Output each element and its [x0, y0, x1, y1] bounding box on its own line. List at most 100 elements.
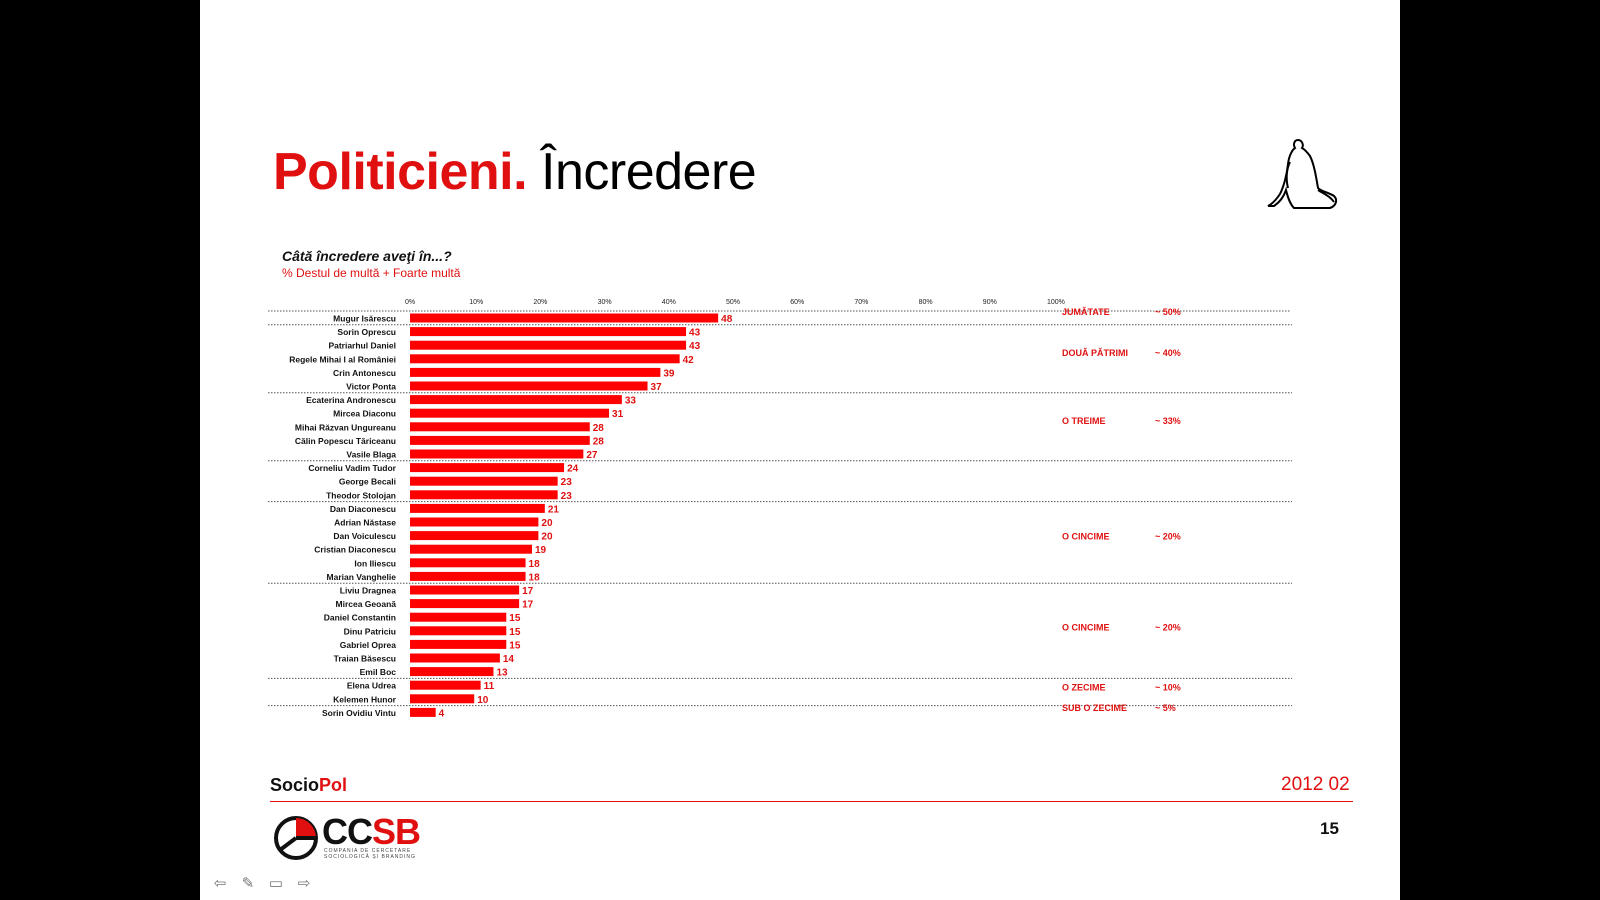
- category-label: Victor Ponta: [346, 382, 396, 392]
- value-label: 37: [651, 382, 663, 393]
- category-label: Emil Boc: [360, 667, 397, 677]
- group-annotation-label: DOUĂ PĂTRIMI: [1062, 348, 1128, 358]
- category-label: Corneliu Vadim Tudor: [308, 463, 396, 473]
- slide-nav-toolbar: ⇦ ✎ ▭ ⇨: [210, 874, 314, 892]
- bar: [410, 517, 539, 527]
- bar: [410, 408, 610, 418]
- value-label: 15: [509, 640, 521, 651]
- category-label: Marian Vanghelie: [327, 572, 397, 582]
- value-label: 18: [529, 559, 541, 570]
- category-label: Dan Diaconescu: [330, 504, 396, 514]
- ccsb-logo: CCSB COMPANIA DE CERCETARE SOCIOLOGICĂ Ş…: [272, 812, 432, 864]
- bar: [410, 612, 507, 622]
- group-annotation-label: JUMĂTATE: [1062, 307, 1110, 317]
- title-rest: Încredere: [527, 143, 757, 201]
- value-label: 31: [612, 409, 624, 420]
- chart-subtitle: % Destul de multă + Foarte multă: [282, 266, 461, 280]
- bar: [410, 463, 565, 473]
- category-label: Traian Băsescu: [334, 654, 396, 664]
- category-label: Crin Antonescu: [333, 368, 396, 378]
- value-label: 27: [586, 450, 598, 461]
- x-tick-label: 70%: [854, 299, 868, 306]
- group-annotation-approx: ~ 20%: [1155, 623, 1181, 633]
- category-label: Liviu Dragnea: [340, 586, 396, 596]
- value-label: 19: [535, 545, 547, 556]
- x-tick-label: 20%: [533, 299, 547, 306]
- group-annotation-approx: ~ 10%: [1155, 682, 1181, 692]
- value-label: 43: [689, 341, 701, 352]
- footer-divider: [270, 801, 1353, 802]
- slides-icon[interactable]: ▭: [268, 875, 284, 892]
- value-label: 24: [567, 464, 579, 475]
- logo-wordmark: CCSB: [322, 814, 421, 850]
- category-label: Gabriel Oprea: [340, 640, 396, 650]
- chart-question: Câtă încredere aveţi în...?: [282, 248, 452, 264]
- bar: [410, 354, 680, 364]
- bar: [410, 476, 558, 486]
- group-annotation-label: O CINCIME: [1062, 531, 1110, 541]
- category-label: Călin Popescu Tăriceanu: [295, 436, 396, 446]
- x-tick-label: 80%: [919, 299, 933, 306]
- pen-icon[interactable]: ✎: [241, 875, 255, 892]
- bar: [410, 395, 622, 405]
- value-label: 42: [683, 355, 695, 366]
- group-annotation-label: O TREIME: [1062, 416, 1106, 426]
- value-label: 15: [509, 613, 521, 624]
- group-annotation-label: O CINCIME: [1062, 623, 1110, 633]
- brand-part-b: Pol: [319, 775, 348, 795]
- category-label: Mircea Geoană: [336, 599, 397, 609]
- value-label: 15: [509, 627, 521, 638]
- category-label: Mugur Isărescu: [333, 314, 396, 324]
- category-label: Ion Iliescu: [354, 558, 396, 568]
- category-label: Mihai Răzvan Ungureanu: [295, 422, 396, 432]
- bar: [410, 667, 494, 677]
- bar: [410, 680, 481, 690]
- value-label: 20: [541, 518, 553, 529]
- value-label: 14: [503, 654, 515, 665]
- arrow-right-icon[interactable]: ⇨: [297, 875, 311, 892]
- bar: [410, 531, 539, 541]
- bar: [410, 626, 507, 636]
- ccsb-pie-logo-icon: [274, 816, 318, 860]
- page-title: Politicieni. Încredere: [273, 142, 757, 202]
- category-label: Regele Mihai I al României: [289, 354, 396, 364]
- trust-bar-chart: 0% 10% 20% 30% 40% 50% 60% 70% 80% 90% 100% Mugur I…: [268, 299, 1292, 719]
- logo-subtitle: COMPANIA DE CERCETARE SOCIOLOGICĂ ŞI BRA…: [324, 848, 416, 860]
- bar: [410, 422, 590, 432]
- bar: [410, 367, 661, 377]
- category-label: Theodor Stolojan: [326, 490, 396, 500]
- value-label: 10: [477, 695, 489, 706]
- value-label: 28: [593, 436, 605, 447]
- title-bold: Politicieni.: [273, 143, 528, 201]
- category-label: George Becali: [339, 477, 396, 487]
- category-label: Dan Voiculescu: [333, 531, 396, 541]
- bar: [410, 544, 532, 554]
- group-annotation-approx: ~ 50%: [1155, 307, 1181, 317]
- category-label: Daniel Constantin: [324, 613, 396, 623]
- bar: [410, 599, 520, 609]
- group-annotation-approx: ~ 40%: [1155, 348, 1181, 358]
- x-tick-label: 100%: [1047, 299, 1065, 306]
- group-annotation-label: O ZECIME: [1062, 682, 1106, 692]
- category-label: Kelemen Hunor: [333, 694, 397, 704]
- bar: [410, 558, 526, 568]
- bar: [410, 639, 507, 649]
- x-tick-label: 30%: [598, 299, 612, 306]
- arrow-left-icon[interactable]: ⇦: [213, 875, 227, 892]
- x-tick-label: 40%: [662, 299, 676, 306]
- value-label: 20: [541, 532, 553, 543]
- bar: [410, 653, 500, 663]
- x-tick-label: 10%: [469, 299, 483, 306]
- category-label: Dinu Patriciu: [344, 626, 396, 636]
- value-label: 43: [689, 328, 701, 339]
- category-label: Mircea Diaconu: [333, 409, 396, 419]
- group-annotation-approx: ~ 20%: [1155, 531, 1181, 541]
- value-label: 23: [561, 491, 573, 502]
- x-tick-label: 90%: [983, 299, 997, 306]
- report-date: 2012 02: [1281, 774, 1350, 795]
- x-tick-label: 60%: [790, 299, 804, 306]
- bar: [410, 490, 558, 500]
- page-number: 15: [1320, 819, 1339, 838]
- value-label: 18: [529, 572, 541, 583]
- bar: [410, 449, 584, 459]
